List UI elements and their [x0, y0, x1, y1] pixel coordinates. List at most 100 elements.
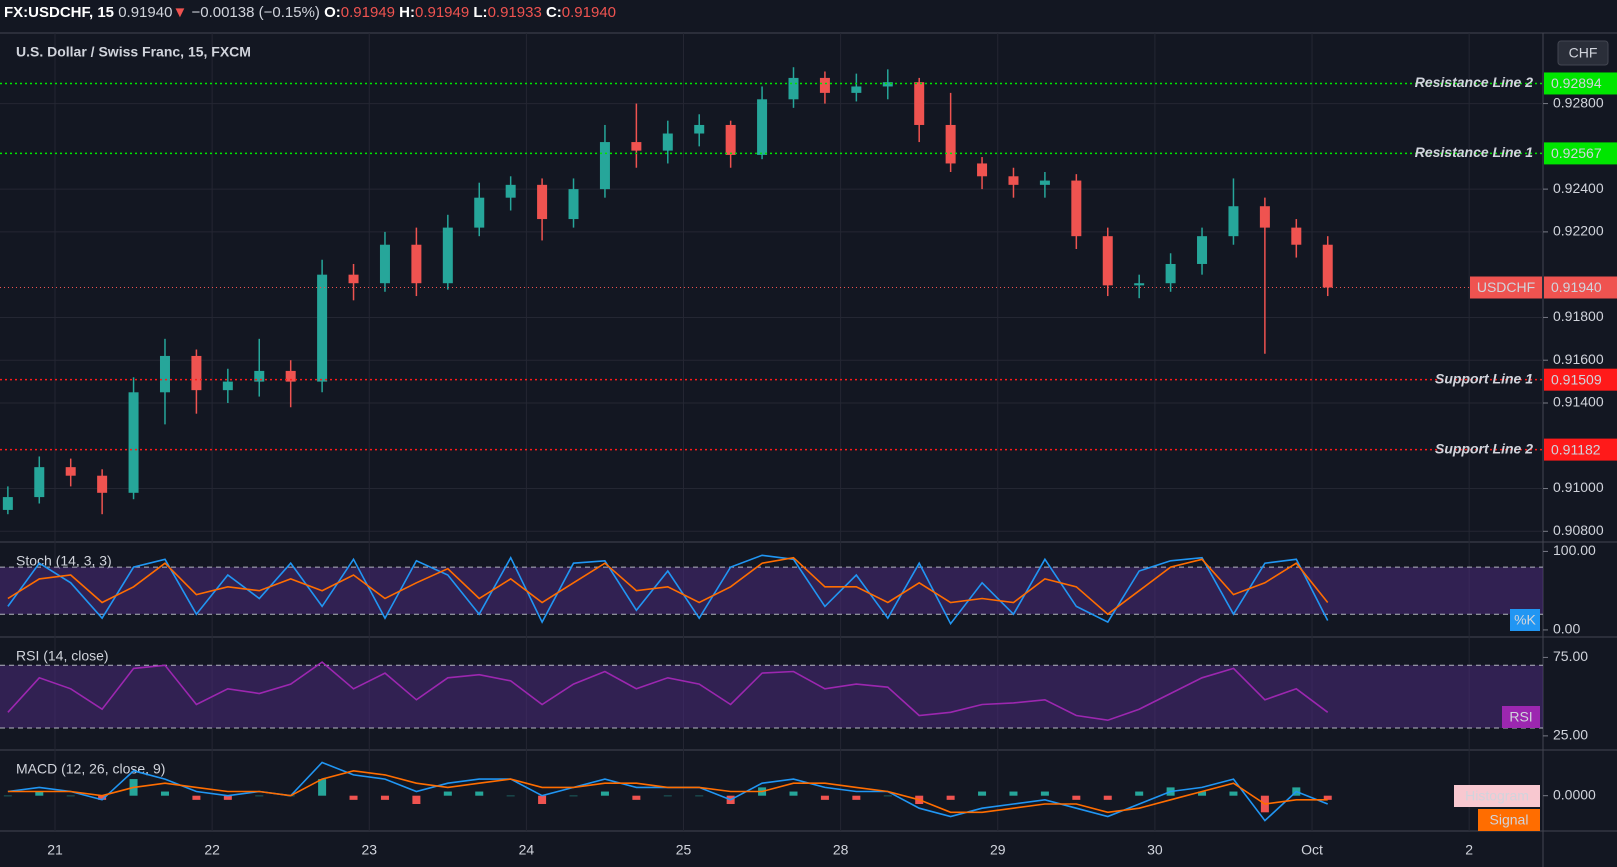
- candle-body: [537, 184, 548, 220]
- histogram-bar: [695, 795, 704, 797]
- histogram-bar: [98, 795, 107, 800]
- level-value: 0.92894: [1551, 75, 1602, 91]
- candle-body: [1291, 227, 1302, 245]
- histogram-bar: [160, 791, 169, 796]
- x-tick-label: 21: [47, 842, 63, 858]
- y-tick-label: 75.00: [1553, 648, 1588, 664]
- candle-body: [1039, 180, 1050, 185]
- histogram-bar: [789, 791, 798, 796]
- ohlc-label: L:: [473, 4, 488, 21]
- candle-body: [317, 274, 328, 382]
- ohlc-value: 0.91940: [561, 4, 617, 21]
- symbol: FX:USDCHF, 15: [4, 4, 115, 21]
- pane-title: U.S. Dollar / Swiss Franc, 15, FXCM: [16, 44, 251, 60]
- histogram-bar: [1323, 795, 1332, 800]
- candle-body: [97, 475, 108, 493]
- histogram-bar: [820, 795, 829, 800]
- candle-body: [65, 467, 76, 476]
- y-tick-label: 100.00: [1553, 542, 1596, 558]
- histogram-bar: [475, 791, 484, 796]
- y-tick-label: 0.00: [1553, 621, 1580, 637]
- histogram-bar: [663, 795, 672, 797]
- pane-title: RSI (14, close): [16, 648, 109, 664]
- y-tick-label: 0.91000: [1553, 479, 1604, 495]
- series-line: [7, 556, 1329, 616]
- x-tick-label: Oct: [1301, 842, 1323, 858]
- candle-body: [128, 392, 139, 493]
- candle-body: [599, 142, 610, 190]
- legend-label: Signal: [1490, 812, 1529, 828]
- candle-body: [725, 124, 736, 155]
- y-tick-label: 0.90800: [1553, 522, 1604, 538]
- candle-body: [662, 133, 673, 151]
- candle-body: [1008, 176, 1019, 185]
- x-tick-label: 29: [990, 842, 1006, 858]
- histogram-bar: [1009, 791, 1018, 796]
- histogram-bar: [978, 791, 987, 796]
- legend-box: [1510, 609, 1540, 631]
- level-name: Resistance Line 2: [1415, 74, 1533, 90]
- level-name: Support Line 1: [1435, 370, 1533, 386]
- y-tick-label: 0.92200: [1553, 223, 1604, 239]
- histogram-bar: [569, 795, 578, 797]
- histogram-bar: [883, 795, 892, 797]
- histogram-bar: [223, 795, 232, 800]
- series-line: [7, 554, 1329, 626]
- currency: CHF: [1569, 45, 1598, 61]
- level-name: Support Line 2: [1435, 440, 1533, 456]
- candle-body: [945, 124, 956, 164]
- histogram-bar: [349, 795, 358, 800]
- candle-body: [1322, 244, 1333, 288]
- candle-body: [191, 355, 202, 391]
- ohlc-label: O:: [324, 4, 341, 21]
- x-tick-label: 2: [1465, 842, 1473, 858]
- series-line: [7, 761, 1328, 822]
- histogram-bar: [412, 795, 421, 804]
- legend-label: Histogram: [1465, 788, 1529, 804]
- histogram-bar: [1135, 791, 1144, 796]
- candle-body: [379, 244, 390, 284]
- candle-body: [411, 244, 422, 284]
- candle-body: [631, 142, 642, 151]
- last-price: 0.91940: [118, 4, 173, 21]
- candle-body: [757, 99, 768, 155]
- histogram-bar: [538, 795, 547, 804]
- histogram-bar: [1072, 795, 1081, 800]
- candle-body: [977, 163, 988, 177]
- candle-body: [568, 189, 579, 220]
- histogram-bar: [66, 795, 75, 797]
- level-value: 0.91182: [1551, 441, 1601, 457]
- ohlc-value: 0.91949: [414, 4, 470, 21]
- histogram-bar: [443, 791, 452, 796]
- candle-body: [1165, 263, 1176, 284]
- candle-body: [254, 370, 265, 382]
- histogram-bar: [1103, 795, 1112, 800]
- candle-body: [882, 82, 893, 87]
- x-tick-label: 22: [204, 842, 220, 858]
- level-box: [1544, 72, 1617, 95]
- legend-label: RSI: [1509, 709, 1532, 725]
- last-price-value: 0.91940: [1551, 279, 1602, 295]
- histogram-bar: [192, 795, 201, 800]
- ohlc-value: 0.91933: [487, 4, 542, 21]
- change-arrow: ▼: [172, 4, 188, 21]
- band: [0, 665, 1543, 729]
- candle-body: [1102, 236, 1113, 286]
- pane-title: MACD (12, 26, close, 9): [16, 761, 165, 777]
- level-box: [1544, 142, 1617, 165]
- candle-body: [1134, 283, 1145, 286]
- legend-box: [1478, 809, 1540, 831]
- candle-body: [1228, 206, 1239, 237]
- change: −0.00138 (−0.15%): [191, 4, 320, 21]
- last-price-name: USDCHF: [1477, 279, 1535, 295]
- histogram-bar: [506, 795, 515, 797]
- series-line: [7, 769, 1328, 814]
- histogram-bar: [946, 795, 955, 800]
- series-line: [7, 661, 1329, 722]
- histogram-bar: [380, 795, 389, 800]
- symbol-header: FX:USDCHF, 15 0.91940▼ −0.00138 (−0.15%)…: [4, 4, 616, 21]
- histogram-bar: [632, 795, 641, 800]
- candle-body: [222, 381, 233, 391]
- candle-body: [505, 184, 516, 198]
